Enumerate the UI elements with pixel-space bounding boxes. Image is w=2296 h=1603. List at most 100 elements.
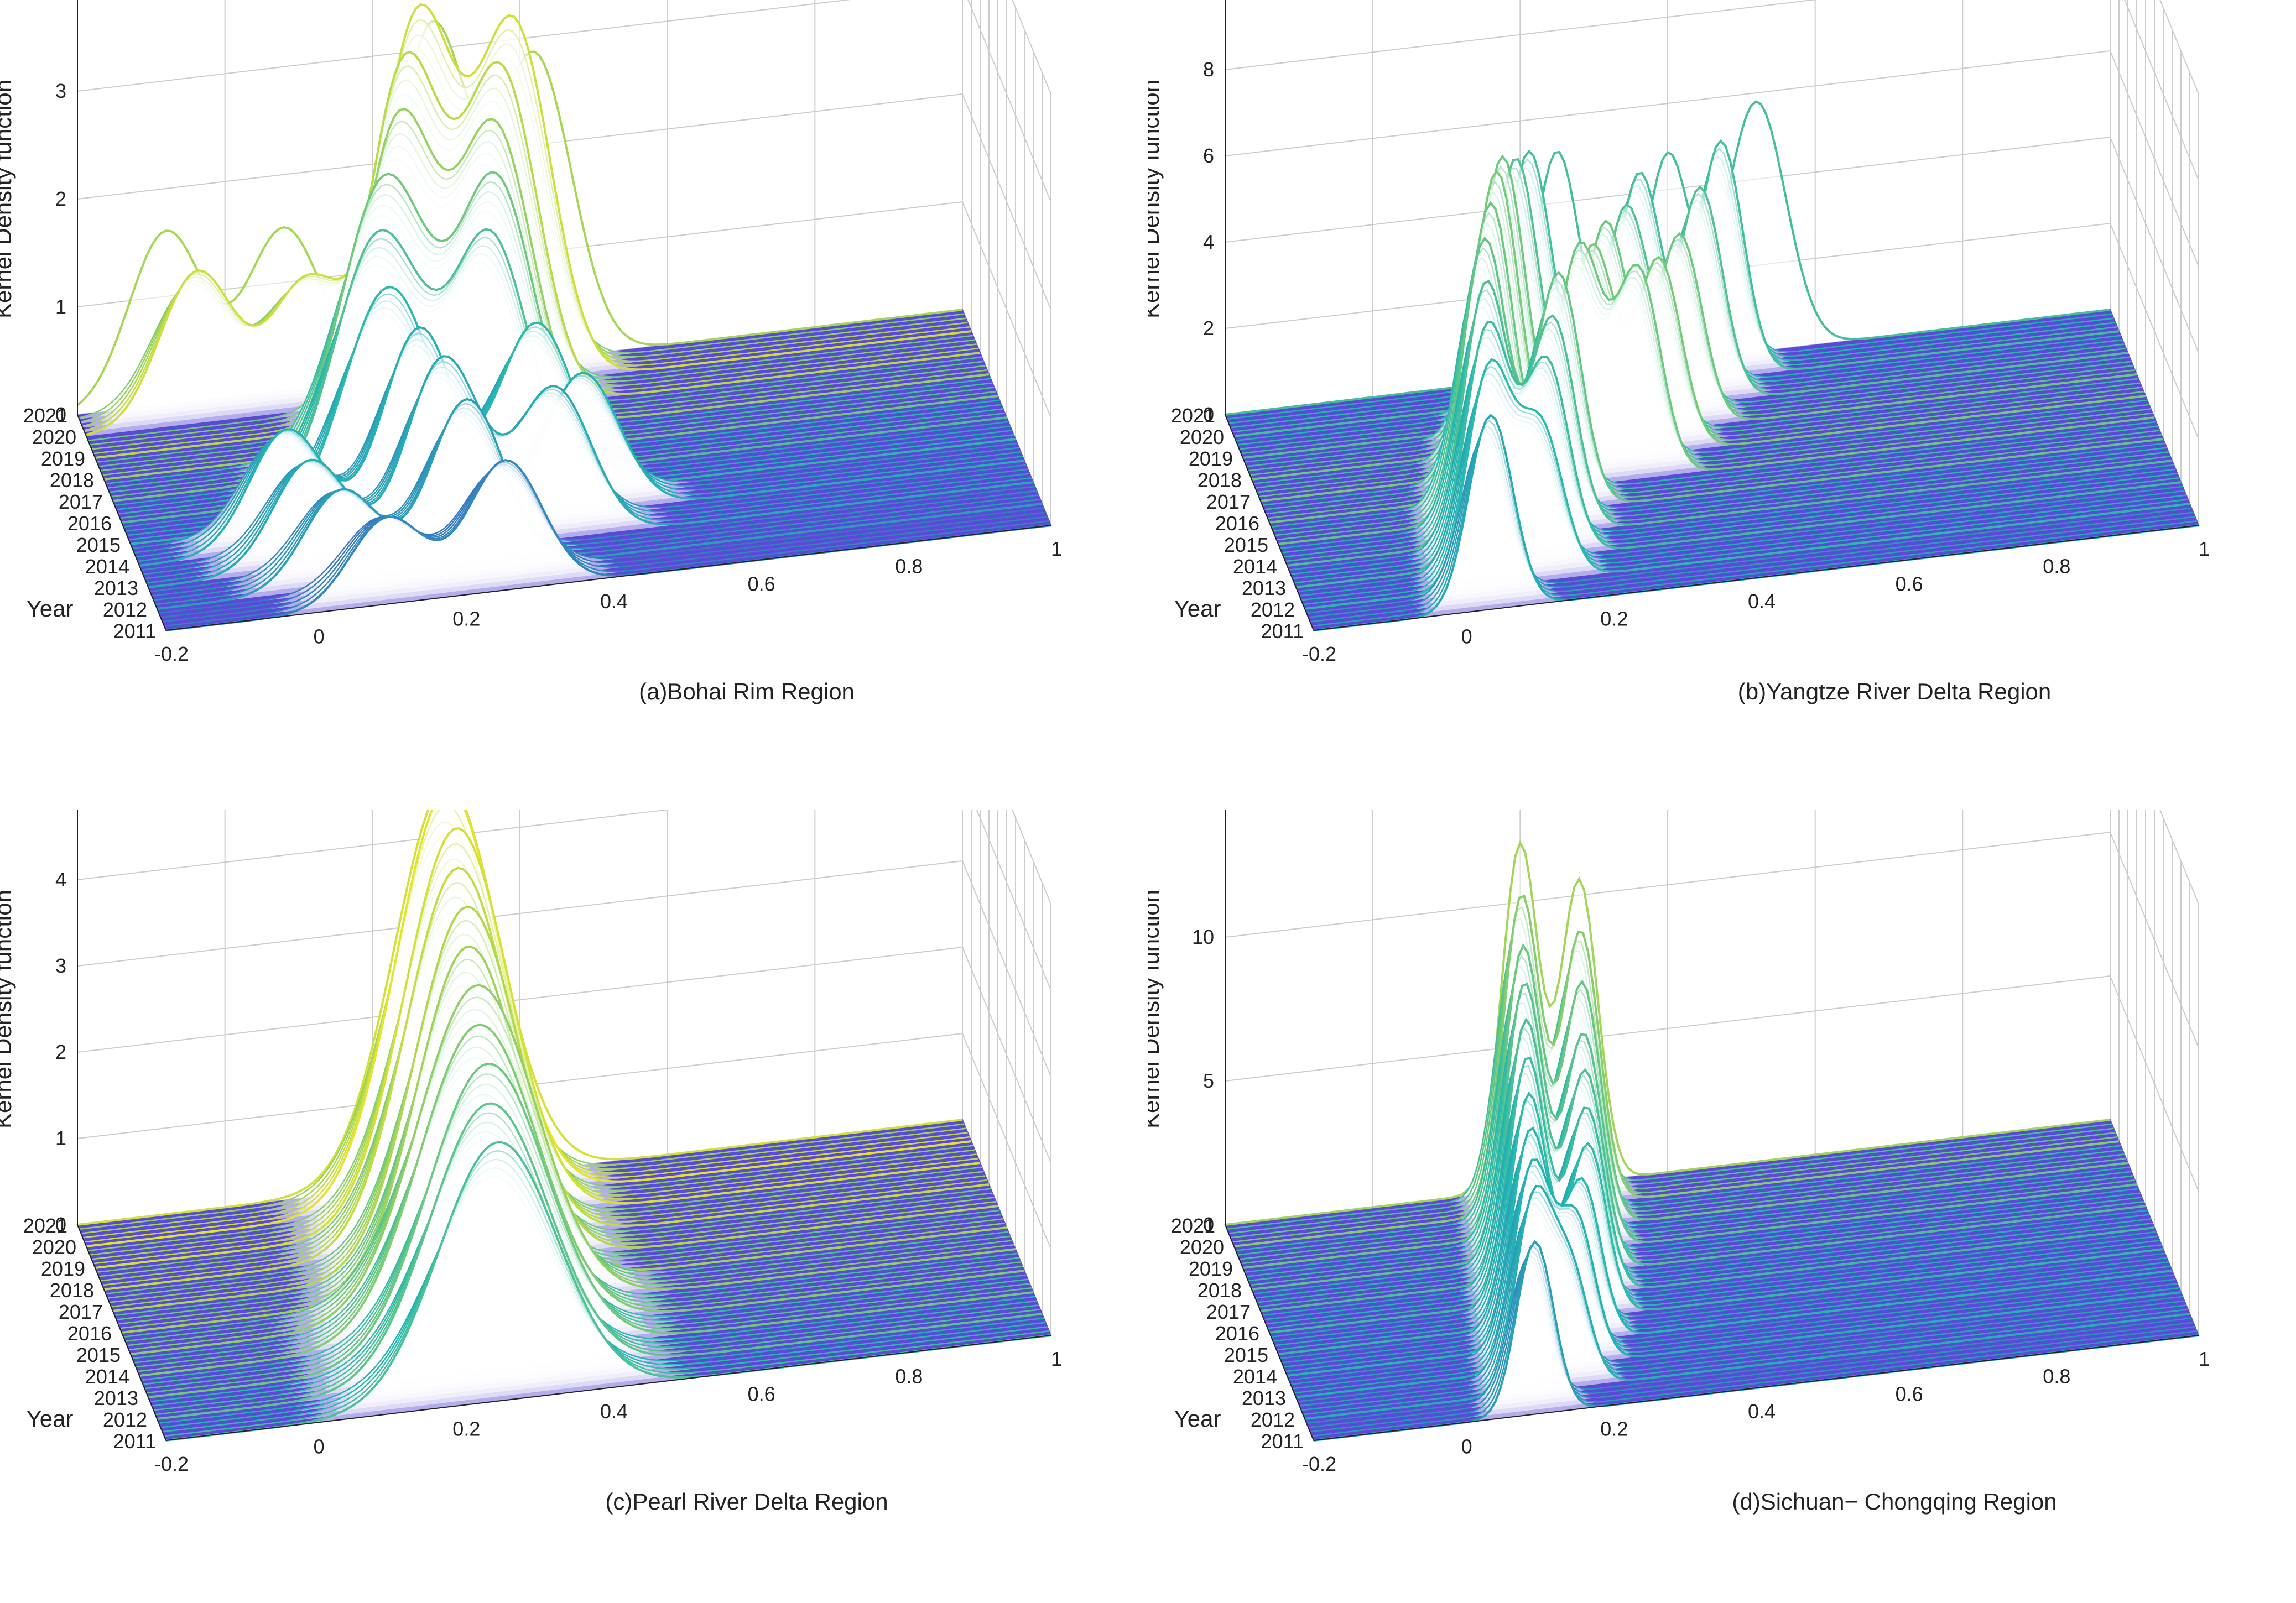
density-curve-2012: [157, 398, 1043, 610]
panel-d: -0.2 0 0.2 0.4 0.6 0.8 1 2011 2012 2013 2014 2015 20…: [1148, 810, 2276, 1584]
density-curve-2011: [164, 461, 1049, 627]
year-axis-label: Year: [27, 596, 74, 622]
x-tick-label: 0.6: [748, 1382, 775, 1405]
year-tick-label: 2020: [1180, 426, 1224, 448]
year-tick-label: 2020: [32, 426, 76, 448]
density-curve-2020: [1233, 894, 2120, 1247]
density-curve-2016: [1262, 243, 2148, 507]
panel-b: -0.2 0 0.2 0.4 0.6 0.8 1 2011 2012 2013 2014 2015 20…: [1148, 0, 2276, 774]
year-tick-label: 2019: [41, 447, 85, 470]
density-curve-2011: [159, 468, 1044, 614]
z-tick-label: 1: [55, 295, 66, 318]
z-axis-label: Kernel Density function: [0, 80, 16, 318]
year-tick-label: 2020: [1180, 1236, 1224, 1259]
density-curve-2015: [1276, 1099, 2162, 1351]
density-curve-2016: [1264, 1080, 2149, 1320]
year-tick-label: 2018: [50, 469, 94, 492]
density-curve-2015: [1278, 1091, 2164, 1355]
density-fill-2011: [166, 460, 1051, 630]
density-curve-2015: [1274, 1106, 2160, 1346]
density-curve-2018: [1246, 1011, 2132, 1277]
density-curve-2014: [1283, 297, 2169, 558]
x-tick-label: 0.8: [895, 555, 923, 578]
year-tick-label: 2011: [113, 1430, 156, 1453]
year-tick-label: 2016: [1215, 512, 1259, 535]
year-tick-label: 2020: [32, 1236, 76, 1259]
density-curve-2013: [148, 1062, 1034, 1398]
density-curve-2012: [1299, 1203, 2185, 1407]
year-tick-label: 2018: [1198, 1279, 1242, 1302]
density-curve-2017: [1253, 1053, 2139, 1295]
density-curve-2021: [1225, 840, 2111, 1226]
panel-caption: (b)Yangtze River Delta Region: [1738, 678, 2052, 704]
density-curve-2015: [1271, 1121, 2157, 1338]
x-tick-label: 0.6: [1896, 1382, 1923, 1405]
x-tick-label: 0: [1461, 1435, 1472, 1458]
x-tick-label: -0.2: [1302, 1453, 1336, 1475]
density-curve-2013: [1294, 328, 2179, 584]
year-axis-label: Year: [1174, 596, 1221, 622]
year-tick-label: 2018: [1198, 469, 1242, 492]
year-tick-label: 2015: [1224, 1344, 1268, 1366]
year-tick-label: 2021: [1171, 404, 1215, 427]
kde-surface-chart: -0.200.20.40.60.812011201220132014201520…: [1148, 810, 2210, 1515]
density-curve-2013: [148, 355, 1034, 588]
density-curve-2014: [139, 1024, 1025, 1377]
density-curve-2020: [1228, 929, 2114, 1234]
density-fill-2011: [1314, 1241, 2199, 1440]
density-curve-2013: [1290, 344, 2176, 575]
density-curve-2013: [1295, 1158, 2182, 1398]
density-curve-2013: [1292, 1171, 2178, 1390]
axes: [1225, 0, 2199, 631]
year-tick-label: 2018: [50, 1279, 94, 1302]
density-curve-2018: [1248, 1001, 2133, 1282]
year-tick-label: 2017: [59, 1301, 103, 1323]
density-curve-2019: [1242, 943, 2128, 1269]
panel-caption: (d)Sichuan− Chongqing Region: [1732, 1489, 2056, 1515]
density-fill-2012: [1305, 359, 2190, 609]
year-tick-label: 2016: [1215, 1322, 1259, 1345]
density-curve-2014: [1285, 289, 2170, 562]
x-tick-label: 0.6: [748, 572, 775, 595]
density-curves: [76, 3, 1051, 631]
density-curve-2015: [1273, 267, 2158, 532]
year-tick-label: 2014: [1233, 1365, 1277, 1388]
density-curve-2014: [1280, 1153, 2165, 1360]
density-curve-2012: [1303, 365, 2188, 605]
density-curve-2012: [1301, 1197, 2186, 1411]
year-tick-label: 2012: [103, 598, 147, 621]
density-curve-2014: [1282, 1147, 2167, 1364]
year-tick-label: 2017: [1206, 1301, 1251, 1323]
year-tick-label: 2011: [1261, 1430, 1304, 1453]
year-tick-label: 2017: [1206, 490, 1251, 513]
z-tick-label: 1: [55, 1127, 66, 1150]
x-tick-label: 0.8: [2043, 555, 2070, 578]
density-curve-2012: [1298, 1209, 2183, 1403]
density-fill-2011: [1314, 415, 2199, 630]
axes: [1225, 810, 2199, 1441]
z-tick-label: 0: [55, 403, 66, 426]
x-tick-label: 0.2: [452, 1418, 480, 1440]
x-tick-label: 0.2: [1600, 1418, 1628, 1440]
density-curve-2017: [1257, 1035, 2142, 1303]
kde-surface-chart: -0.200.20.40.60.812011201220132014201520…: [1148, 0, 2210, 704]
kde-surface-chart: -0.200.20.40.60.812011201220132014201520…: [0, 0, 1062, 704]
density-curve-2012: [1303, 1191, 2188, 1416]
grid: [1225, 0, 2199, 526]
density-curve-2012: [1304, 1184, 2190, 1420]
density-curve-2017: [1260, 169, 2146, 502]
density-curve-2011: [1311, 420, 2197, 627]
z-tick-label: 3: [55, 954, 66, 977]
x-tick-label: -0.2: [154, 1453, 189, 1475]
density-curve-2018: [1251, 983, 2137, 1291]
density-curve-2020: [1230, 918, 2116, 1239]
axes: [77, 0, 1051, 631]
density-curve-2014: [1280, 315, 2165, 550]
density-curve-2011: [1310, 425, 2195, 623]
density-curve-2018: [103, 107, 990, 481]
density-curve-2016: [1269, 1056, 2155, 1334]
density-curve-2015: [1274, 257, 2160, 536]
year-tick-label: 2019: [1189, 447, 1233, 470]
density-curve-2012: [1299, 379, 2185, 597]
density-curve-2016: [1267, 1064, 2153, 1329]
